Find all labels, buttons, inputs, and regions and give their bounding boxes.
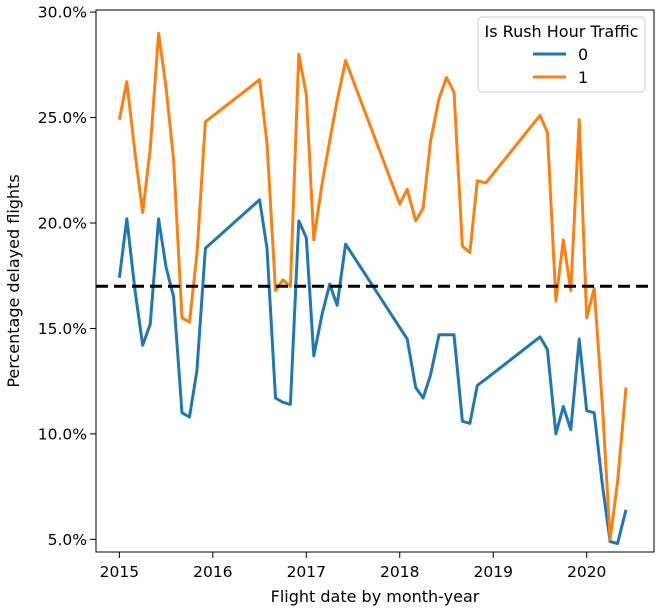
y-axis-label: Percentage delayed flights bbox=[4, 174, 23, 387]
y-tick-label: 25.0% bbox=[38, 109, 87, 127]
legend: Is Rush Hour Traffic 01 bbox=[477, 16, 646, 93]
x-axis-ticks: 2015 2016 2017 2018 2019 2020 bbox=[100, 552, 606, 581]
series-layer bbox=[117, 31, 628, 546]
y-tick-label: 30.0% bbox=[38, 4, 87, 22]
y-tick-label: 5.0% bbox=[48, 531, 87, 549]
plot-frame bbox=[95, 9, 655, 553]
x-tick-label: 2017 bbox=[287, 563, 326, 581]
y-tick-label: 15.0% bbox=[38, 320, 87, 338]
x-tick-label: 2015 bbox=[100, 563, 139, 581]
series-line-1 bbox=[117, 31, 628, 541]
x-tick-label: 2016 bbox=[193, 563, 232, 581]
series-line-0 bbox=[117, 198, 628, 546]
legend-title: Is Rush Hour Traffic bbox=[485, 22, 639, 41]
x-tick-label: 2019 bbox=[474, 563, 513, 581]
legend-entries: 01 bbox=[533, 45, 588, 87]
x-tick-label: 2018 bbox=[380, 563, 419, 581]
legend-label-0: 0 bbox=[578, 45, 588, 64]
y-tick-label: 20.0% bbox=[38, 215, 87, 233]
legend-label-1: 1 bbox=[578, 68, 588, 87]
y-axis-ticks: 5.0% 10.0% 15.0% 20.0% 25.0% 30.0% bbox=[38, 4, 96, 549]
x-axis-label: Flight date by month-year bbox=[271, 587, 480, 606]
x-tick-label: 2020 bbox=[567, 563, 606, 581]
y-tick-label: 10.0% bbox=[38, 425, 87, 443]
